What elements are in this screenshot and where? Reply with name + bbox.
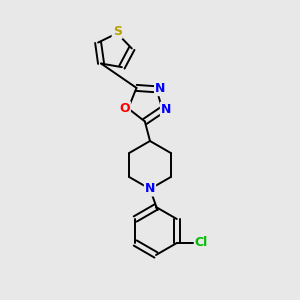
Text: S: S xyxy=(112,25,122,38)
Text: N: N xyxy=(155,82,165,95)
Text: N: N xyxy=(161,103,171,116)
Text: Cl: Cl xyxy=(195,236,208,250)
Text: N: N xyxy=(145,182,155,196)
Text: O: O xyxy=(119,102,130,115)
